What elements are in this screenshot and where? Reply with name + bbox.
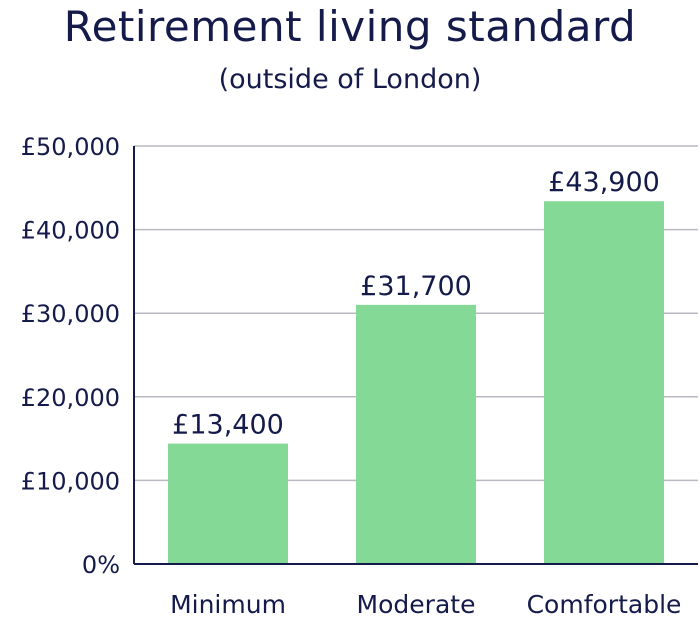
chart-title: Retirement living standard [63, 2, 637, 51]
y-tick-label: £30,000 [21, 300, 120, 328]
y-tick-label: 0% [82, 551, 120, 579]
x-tick-label: Comfortable [527, 590, 682, 618]
data-label: £31,700 [360, 271, 472, 302]
data-label: £13,400 [172, 410, 284, 441]
y-tick-label: £40,000 [21, 217, 120, 245]
bar-minimum [168, 443, 288, 564]
y-tick-label: £50,000 [21, 133, 120, 161]
x-tick-label: Minimum [170, 590, 286, 618]
chart-subtitle: (outside of London) [218, 64, 482, 95]
x-tick-label: Moderate [357, 590, 476, 618]
y-tick-label: £10,000 [21, 467, 120, 495]
bar-comfortable [544, 201, 664, 564]
bar-moderate [356, 304, 476, 564]
data-label: £43,900 [548, 167, 660, 198]
y-tick-label: £20,000 [21, 384, 120, 412]
